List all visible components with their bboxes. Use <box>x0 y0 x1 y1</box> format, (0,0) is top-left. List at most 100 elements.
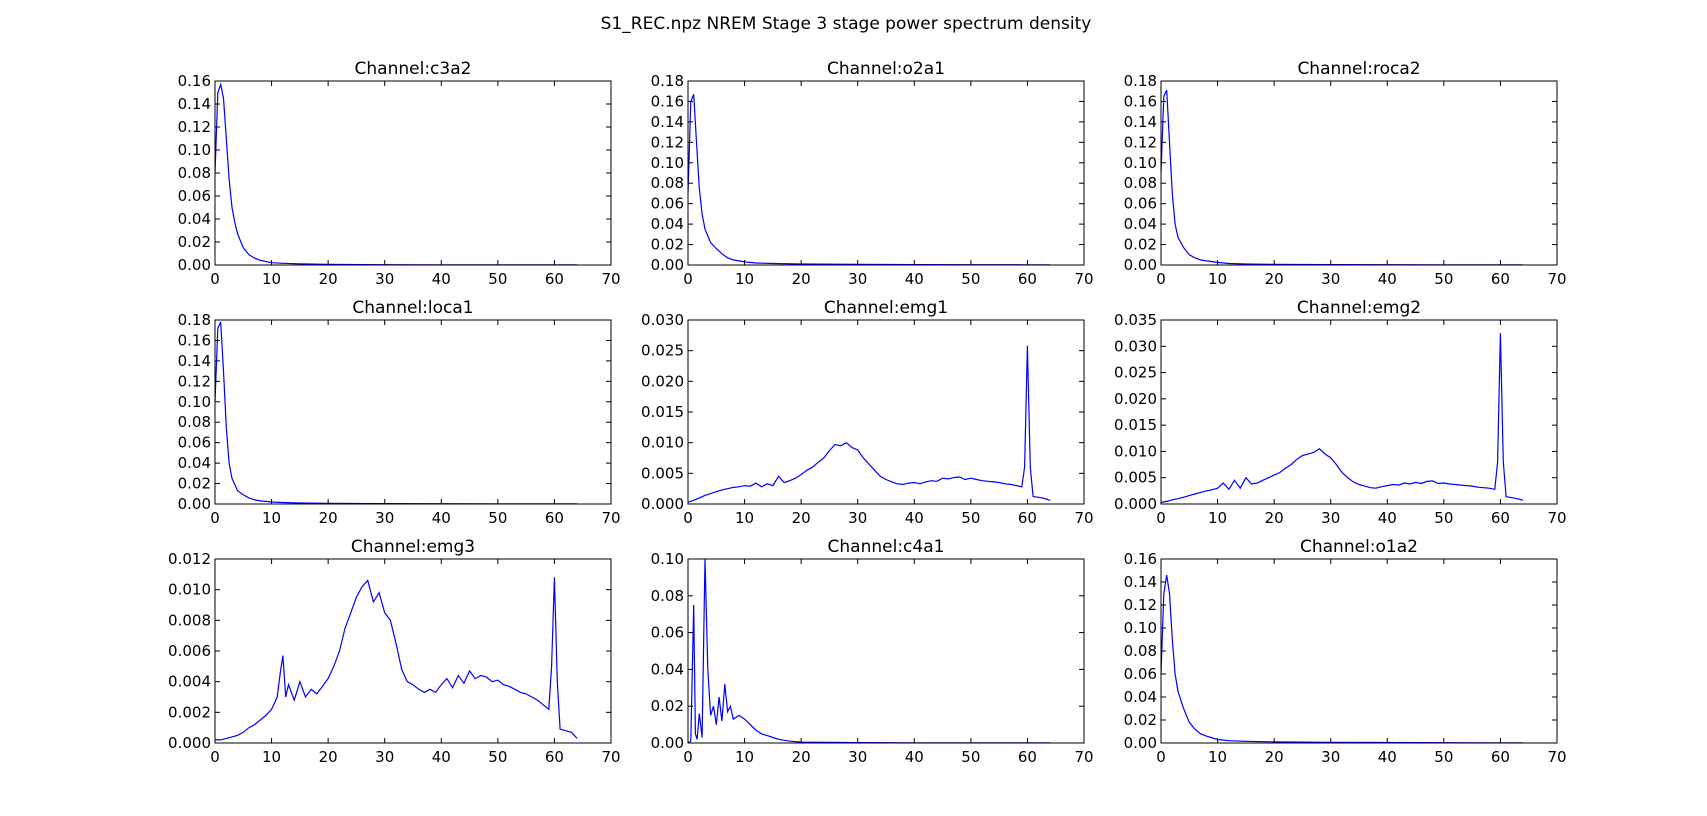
x-tick-label: 50 <box>1434 509 1453 527</box>
x-tick-label: 70 <box>1074 509 1093 527</box>
x-tick-label: 0 <box>1156 270 1166 288</box>
y-tick-label: 0.04 <box>1124 215 1157 233</box>
y-tick-label: 0.010 <box>641 434 684 452</box>
y-tick-label: 0.16 <box>1124 92 1157 110</box>
subplot-title: Channel:c4a1 <box>828 537 945 557</box>
y-tick-label: 0.16 <box>178 72 211 90</box>
y-tick-label: 0.025 <box>641 342 684 360</box>
y-tick-label: 0.14 <box>178 352 211 370</box>
x-tick-label: 40 <box>1378 509 1397 527</box>
x-tick-label: 10 <box>262 509 281 527</box>
y-tick-label: 0.015 <box>1114 416 1157 434</box>
x-tick-label: 10 <box>262 748 281 766</box>
psd-line <box>1161 333 1524 503</box>
subplot-c4a1: Channel:c4a1 0 10 20 30 40 50 60 70 0.00 0.02 0.04 0… <box>651 537 1094 766</box>
x-tick-label: 10 <box>1208 509 1227 527</box>
y-tick-label: 0.10 <box>651 154 684 172</box>
figure-title: S1_REC.npz NREM Stage 3 stage power spec… <box>601 14 1092 34</box>
y-tick-label: 0.06 <box>1124 665 1157 683</box>
x-tick-label: 30 <box>1321 270 1340 288</box>
y-tick-label: 0.02 <box>1124 711 1157 729</box>
y-tick-label: 0.06 <box>178 187 211 205</box>
subplot-title: Channel:roca2 <box>1297 59 1420 79</box>
y-tick-label: 0.16 <box>1124 550 1157 568</box>
x-tick-label: 30 <box>375 270 394 288</box>
x-tick-label: 10 <box>735 270 754 288</box>
y-tick-label: 0.18 <box>178 311 211 329</box>
x-tick-label: 20 <box>1265 748 1284 766</box>
x-tick-label: 60 <box>1018 270 1037 288</box>
x-tick-label: 20 <box>319 270 338 288</box>
x-tick-label: 50 <box>1434 748 1453 766</box>
x-tick-label: 0 <box>683 509 693 527</box>
x-tick-label: 40 <box>432 270 451 288</box>
y-tick-label: 0.04 <box>178 210 211 228</box>
axes-frame <box>687 558 1085 744</box>
subplot-title: Channel:c3a2 <box>355 59 472 79</box>
x-tick-label: 60 <box>545 270 564 288</box>
y-tick-label: 0.006 <box>168 642 211 660</box>
x-tick-label: 60 <box>1491 270 1510 288</box>
axes-frame <box>1160 80 1558 266</box>
y-tick-label: 0.08 <box>1124 642 1157 660</box>
y-tick-label: 0.035 <box>1114 311 1157 329</box>
subplot-emg3: Channel:emg3 0 10 20 30 40 50 60 70 0.000 0.002 0.0… <box>168 537 621 766</box>
y-tick-label: 0.06 <box>178 434 211 452</box>
subplot-title: Channel:emg2 <box>1297 298 1421 318</box>
y-tick-label: 0.010 <box>1114 442 1157 460</box>
y-tick-label: 0.004 <box>168 673 211 691</box>
x-tick-label: 20 <box>319 748 338 766</box>
y-tick-label: 0.000 <box>641 495 684 513</box>
x-tick-label: 70 <box>1547 748 1566 766</box>
x-tick-label: 10 <box>262 270 281 288</box>
x-tick-label: 20 <box>792 509 811 527</box>
y-tick-label: 0.00 <box>1124 256 1157 274</box>
x-tick-label: 40 <box>905 270 924 288</box>
y-tick-label: 0.08 <box>1124 174 1157 192</box>
x-tick-label: 50 <box>488 270 507 288</box>
y-tick-label: 0.00 <box>178 256 211 274</box>
y-tick-label: 0.008 <box>168 611 211 629</box>
y-tick-label: 0.010 <box>168 581 211 599</box>
x-tick-label: 30 <box>848 509 867 527</box>
psd-line <box>1161 575 1524 743</box>
y-tick-label: 0.00 <box>178 495 211 513</box>
y-tick-label: 0.04 <box>651 660 684 678</box>
y-tick-label: 0.02 <box>178 233 211 251</box>
y-tick-label: 0.10 <box>178 393 211 411</box>
axes-frame <box>214 319 612 505</box>
x-tick-label: 50 <box>488 748 507 766</box>
subplot-title: Channel:emg1 <box>824 298 948 318</box>
x-tick-label: 30 <box>375 748 394 766</box>
psd-line <box>215 577 578 741</box>
subplot-emg2: Channel:emg2 0 10 20 30 40 50 60 70 0.000 0.005 0.0… <box>1114 298 1567 527</box>
x-tick-label: 40 <box>905 748 924 766</box>
axes-frame <box>1160 319 1558 505</box>
y-tick-label: 0.16 <box>178 331 211 349</box>
y-tick-label: 0.18 <box>1124 72 1157 90</box>
y-tick-label: 0.00 <box>1124 734 1157 752</box>
subplot-o2a1: Channel:o2a1 0 10 20 30 40 50 60 70 0.00 0.02 0.04 0… <box>651 59 1094 288</box>
x-tick-label: 20 <box>1265 509 1284 527</box>
x-tick-label: 70 <box>1074 270 1093 288</box>
subplot-title: Channel:emg3 <box>351 537 475 557</box>
y-tick-label: 0.06 <box>1124 195 1157 213</box>
y-tick-label: 0.10 <box>1124 619 1157 637</box>
x-tick-label: 70 <box>1547 509 1566 527</box>
x-tick-label: 60 <box>1018 509 1037 527</box>
x-tick-label: 50 <box>961 509 980 527</box>
x-tick-label: 30 <box>375 509 394 527</box>
y-tick-label: 0.04 <box>651 215 684 233</box>
x-tick-label: 50 <box>961 270 980 288</box>
y-tick-label: 0.030 <box>1114 337 1157 355</box>
y-tick-label: 0.02 <box>1124 236 1157 254</box>
x-tick-label: 20 <box>792 748 811 766</box>
y-tick-label: 0.04 <box>1124 688 1157 706</box>
x-tick-label: 30 <box>1321 748 1340 766</box>
x-tick-label: 0 <box>1156 509 1166 527</box>
x-tick-label: 40 <box>1378 270 1397 288</box>
x-tick-label: 60 <box>1491 509 1510 527</box>
x-tick-label: 40 <box>432 748 451 766</box>
y-tick-label: 0.025 <box>1114 364 1157 382</box>
